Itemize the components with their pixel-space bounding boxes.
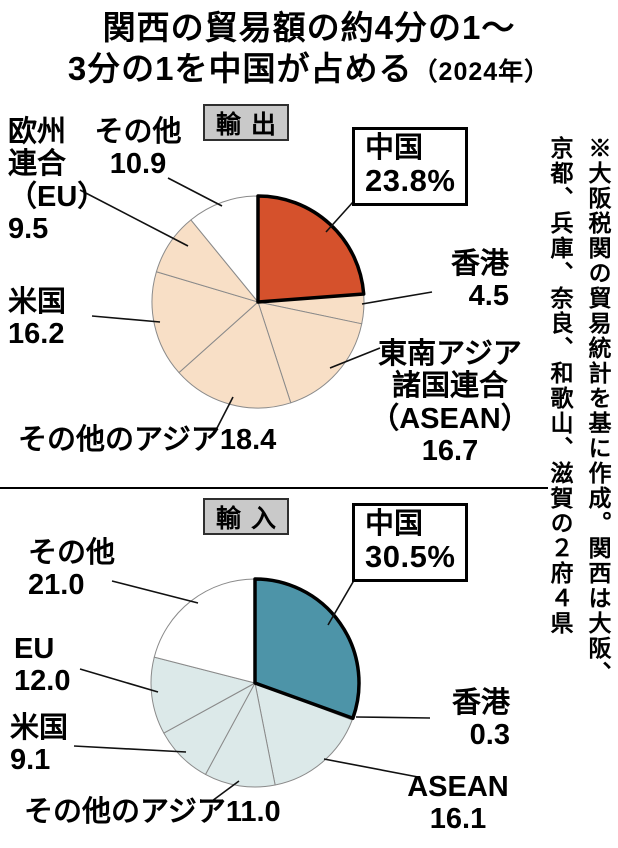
label-other: その他 10.9 xyxy=(94,116,182,181)
china-label: 中国 xyxy=(365,508,424,540)
leader-line-eu xyxy=(79,668,159,693)
label-asean: ASEAN 16.1 xyxy=(407,771,509,836)
label-asean: 東南アジア 諸国連合 （ASEAN） 16.7 xyxy=(370,338,530,468)
label-us: 米国 16.2 xyxy=(8,286,67,351)
label-other-asia: その他のアジア11.0 xyxy=(24,796,281,828)
export-label-box: 輸出 xyxy=(203,104,289,141)
export-pie xyxy=(151,194,366,409)
import-china-callout: 中国 30.5% xyxy=(352,503,469,582)
label-eu: EU 12.0 xyxy=(14,633,71,698)
page-title: 関西の貿易額の約4分の1〜 3分の1を中国が占める（2024年） xyxy=(0,8,618,90)
export-pie-chart: 輸出 中国 23.8% 欧州 連合 （EU） 9.5 その他 10.9 香港 4… xyxy=(0,100,545,487)
label-other: その他 21.0 xyxy=(28,537,116,602)
leader-line-hongkong xyxy=(355,716,431,719)
pie-slice-東南アジア諸国連合（ASEAN） xyxy=(257,301,363,404)
pie-slice-米国 xyxy=(151,271,259,374)
label-us: 米国 9.1 xyxy=(10,712,69,777)
pie-slice-ASEAN xyxy=(254,682,353,786)
leader-line-us xyxy=(73,745,187,753)
title-year: （2024年） xyxy=(412,57,551,86)
import-pie-svg xyxy=(73,569,431,802)
leader-line-us xyxy=(91,315,161,323)
import-pie xyxy=(150,577,361,788)
label-other-asia: その他のアジア18.4 xyxy=(18,424,277,456)
import-pie-chart: 輸入 中国 30.5% その他 21.0 EU 12.0 米国 9.1 その他の… xyxy=(0,495,545,848)
pie-slice-EU xyxy=(150,656,256,734)
pie-slice-中国 xyxy=(253,577,361,720)
leader-line-asean xyxy=(323,758,419,778)
pie-slice-その他のアジア xyxy=(204,682,276,788)
leader-line-hongkong xyxy=(361,291,433,305)
leader-line-other-asia xyxy=(215,396,234,431)
source-note: ※大阪税関の貿易統計を基に作成。関西は大阪、 京都、兵庫、奈良、和歌山、滋賀の２… xyxy=(547,136,610,686)
export-china-callout: 中国 23.8% xyxy=(352,127,469,206)
section-divider xyxy=(0,487,548,489)
pie-slice-中国 xyxy=(256,194,366,304)
leader-line-eu xyxy=(79,189,189,247)
pie-slice-その他のアジア xyxy=(178,301,292,409)
title-line1: 関西の貿易額の約4分の1〜 xyxy=(102,9,516,46)
leader-line-other xyxy=(167,177,223,207)
label-hongkong: 香港 4.5 xyxy=(450,248,509,313)
label-eu: 欧州 連合 （EU） 9.5 xyxy=(8,116,107,246)
export-pie-svg xyxy=(79,177,433,431)
import-label-box: 輸入 xyxy=(203,498,289,535)
title-line2: 3分の1を中国が占める（2024年） xyxy=(0,49,618,90)
leader-line-other xyxy=(111,580,199,604)
china-label: 中国 xyxy=(365,132,424,164)
china-value: 23.8% xyxy=(365,163,456,199)
china-value: 30.5% xyxy=(365,539,456,575)
leader-line-other-asia xyxy=(211,780,240,802)
title-line2-text: 3分の1を中国が占める xyxy=(67,49,413,87)
leader-line-asean xyxy=(329,347,381,369)
label-hongkong: 香港 0.3 xyxy=(451,687,510,752)
